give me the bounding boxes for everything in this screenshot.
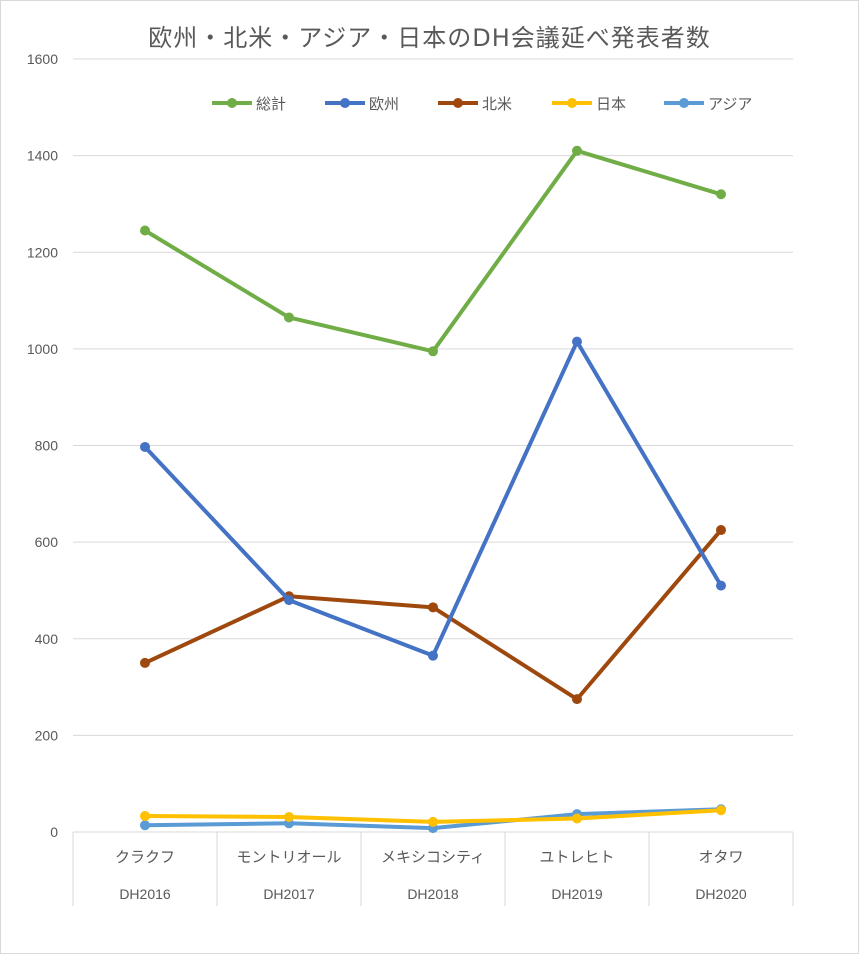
x-event-label: DH2018 — [407, 886, 459, 902]
data-point — [140, 820, 150, 831]
gridlines — [73, 58, 793, 833]
data-point — [716, 189, 726, 200]
y-tick-label: 400 — [35, 631, 59, 647]
legend-marker — [679, 98, 689, 108]
series-1 — [140, 145, 726, 357]
legend-marker — [453, 98, 463, 108]
x-event-label: DH2017 — [263, 886, 315, 902]
y-axis-ticks: 0 200 400 600 800 1000 1200 1400 1600 — [27, 51, 58, 840]
x-event-label: DH2019 — [551, 886, 603, 902]
x-event-label: DH2020 — [695, 886, 747, 902]
legend-entry: 日本 — [552, 95, 626, 113]
data-point — [284, 595, 294, 606]
legend-label: 北米 — [482, 95, 512, 113]
data-point — [572, 813, 582, 824]
chart-title: 欧州・北米・アジア・日本のDH会議延べ発表者数 — [148, 24, 711, 52]
data-point — [284, 812, 294, 823]
data-point — [572, 694, 582, 705]
data-point — [428, 602, 438, 613]
data-point — [572, 336, 582, 347]
x-category-label: クラクフ — [115, 848, 175, 866]
data-point — [716, 580, 726, 591]
data-point — [140, 657, 150, 668]
legend-label: 総計 — [256, 95, 286, 113]
data-point — [140, 441, 150, 452]
data-point — [428, 346, 438, 357]
series-4 — [140, 805, 726, 827]
series-lines — [140, 145, 726, 834]
series-line — [143, 528, 723, 702]
data-point — [716, 525, 726, 536]
legend-label: アジア — [708, 95, 752, 113]
y-tick-label: 1600 — [27, 51, 58, 67]
data-point — [140, 811, 150, 822]
x-category-label: モントリオール — [236, 848, 341, 866]
legend: 総計 欧州 北米 日本 アジア — [212, 95, 752, 113]
y-tick-label: 600 — [35, 534, 59, 550]
x-event-label: DH2016 — [119, 886, 171, 902]
legend-marker — [567, 98, 577, 108]
y-tick-label: 800 — [35, 438, 59, 454]
data-point — [716, 805, 726, 816]
y-tick-label: 1400 — [27, 148, 58, 164]
series-2 — [140, 336, 726, 661]
y-tick-label: 0 — [50, 824, 58, 840]
data-point — [572, 145, 582, 156]
legend-entry: アジア — [664, 95, 752, 113]
y-tick-label: 1200 — [27, 244, 58, 260]
legend-label: 日本 — [596, 95, 626, 113]
data-point — [428, 816, 438, 827]
x-category-label: ユトレヒト — [539, 848, 614, 866]
data-point — [284, 312, 294, 323]
legend-entry: 総計 — [212, 95, 286, 113]
data-point — [428, 650, 438, 661]
legend-marker — [227, 98, 237, 108]
x-category-label: オタワ — [698, 848, 743, 866]
legend-label: 欧州 — [369, 95, 399, 113]
legend-marker — [340, 98, 350, 108]
x-axis: クラクフ モントリオール メキシコシティ ユトレヒト オタワ DH2016 DH2017 DH… — [72, 832, 794, 906]
y-tick-label: 200 — [35, 727, 59, 743]
series-3 — [140, 525, 726, 705]
x-category-label: メキシコシティ — [381, 848, 485, 866]
data-point — [140, 225, 150, 236]
legend-entry: 欧州 — [325, 95, 399, 113]
legend-entry: 北米 — [438, 95, 512, 113]
y-tick-label: 1000 — [27, 341, 58, 357]
series-line — [143, 148, 723, 354]
